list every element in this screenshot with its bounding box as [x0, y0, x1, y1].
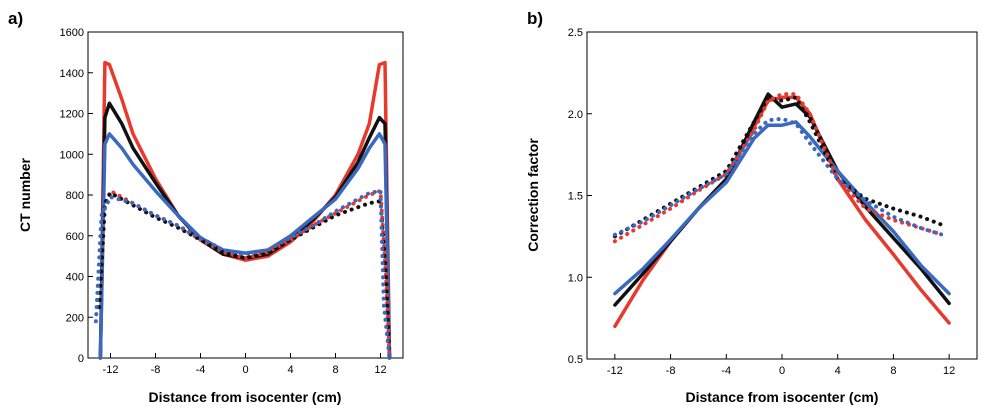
plot-area-frame-a [87, 31, 404, 359]
x-tick-label: 0 [779, 365, 785, 377]
x-axis-label-b: Distance from isocenter (cm) [686, 389, 879, 405]
x-tick-label: 12 [374, 364, 386, 376]
x-tick-label: 4 [287, 364, 293, 376]
y-tick-label: 1.0 [568, 272, 583, 284]
y-tick-label: 1.5 [568, 191, 583, 203]
series-line-blue-dotted [612, 116, 945, 237]
series-line-red-dotted [97, 188, 392, 360]
series-line-blue-dotted [93, 188, 392, 360]
y-tick-label: 200 [66, 312, 84, 324]
panel-b-label: b) [527, 9, 543, 28]
y-tick-label: 1600 [60, 27, 84, 39]
x-tick-label: -4 [721, 365, 731, 377]
y-tick-label: 2.5 [568, 27, 583, 39]
x-axis-ticks-a: -12 -8 -4 0 4 8 12 [103, 353, 387, 376]
y-tick-label: 2.0 [568, 109, 583, 121]
x-tick-label: 12 [943, 365, 955, 377]
chart-panel-a: a) 0 200 400 600 800 1000 1200 1400 1600 -12 -8 -4… [8, 9, 404, 405]
y-tick-label: 400 [66, 272, 84, 284]
y-tick-label: 1200 [60, 109, 84, 121]
y-axis-ticks-b: 0.5 1.0 1.5 2.0 2.5 [568, 27, 592, 366]
x-tick-label: 0 [242, 364, 248, 376]
x-tick-label: -8 [666, 365, 676, 377]
y-tick-label: 1000 [60, 149, 84, 161]
series-line-red-dotted [612, 92, 945, 244]
panel-a-label: a) [8, 9, 23, 28]
y-tick-label: 800 [66, 190, 84, 202]
x-axis-label-a: Distance from isocenter (cm) [149, 389, 342, 405]
x-tick-label: -12 [607, 365, 623, 377]
series-line-blue-solid [98, 132, 392, 360]
series-line-blue-solid [613, 120, 951, 296]
y-tick-label: 1400 [60, 68, 84, 80]
y-tick-label: 0 [78, 353, 84, 365]
chart-panel-b: b) 0.5 1.0 1.5 2.0 2.5 -12 -8 -4 0 4 8 12 Distance… [525, 9, 978, 405]
x-tick-label: 8 [890, 365, 896, 377]
y-axis-label-a: CT number [17, 158, 33, 232]
x-axis-ticks-b: -12 -8 -4 0 4 8 12 [607, 354, 955, 377]
y-axis-ticks-a: 0 200 400 600 800 1000 1200 1400 1600 [60, 27, 93, 365]
x-tick-label: -12 [103, 364, 119, 376]
y-tick-label: 600 [66, 231, 84, 243]
plot-area-frame-b [586, 31, 978, 360]
series-line-black-solid [98, 101, 392, 360]
series-group-a [93, 60, 392, 360]
series-line-black-dotted [612, 95, 945, 239]
x-tick-label: -4 [196, 364, 206, 376]
y-axis-label-b: Correction factor [525, 138, 541, 252]
x-tick-label: 8 [332, 364, 338, 376]
series-group-b [612, 92, 951, 329]
x-tick-label: -8 [151, 364, 161, 376]
series-line-red-solid [98, 60, 392, 360]
y-tick-label: 0.5 [568, 354, 583, 366]
series-line-black-dotted [97, 191, 392, 360]
x-tick-label: 4 [835, 365, 841, 377]
